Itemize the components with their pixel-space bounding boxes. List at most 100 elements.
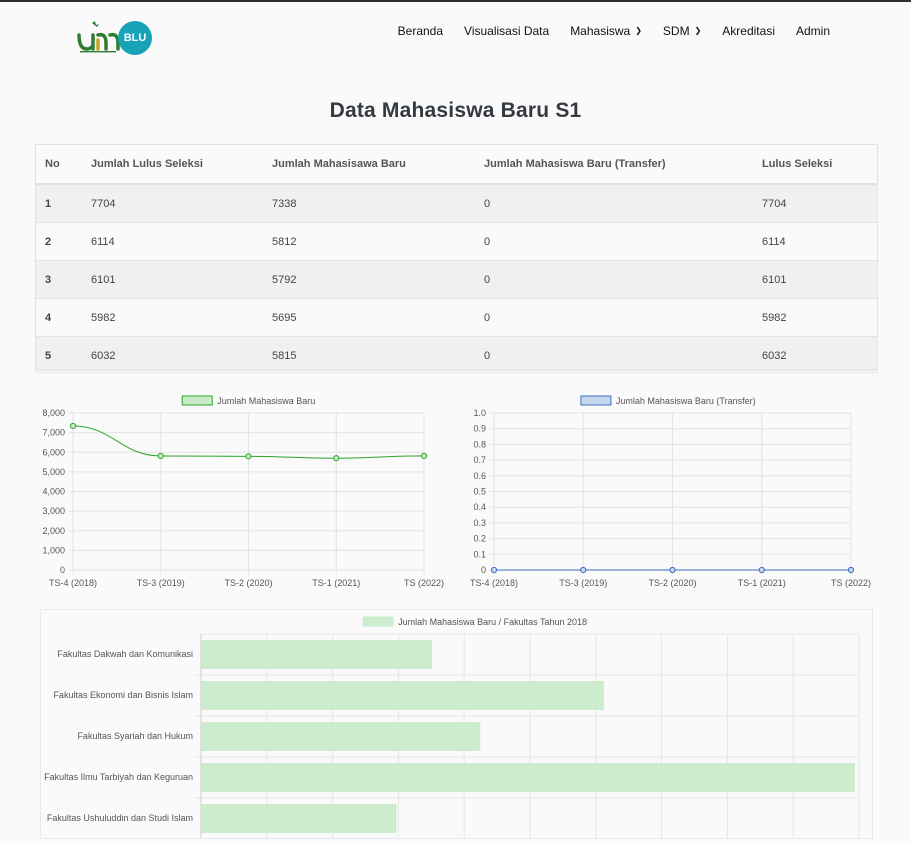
- nav-akreditasi[interactable]: Akreditasi: [722, 24, 775, 38]
- y-tick-label: 0.7: [473, 455, 486, 465]
- y-tick-label: 0.8: [473, 439, 486, 449]
- data-point: [245, 453, 252, 460]
- table-row: 3 6101 5792 0 6101: [35, 260, 878, 299]
- logo-text: BLU: [124, 32, 147, 44]
- nav-beranda-label: Beranda: [397, 24, 444, 38]
- legend-swatch: [580, 395, 612, 406]
- y-tick-label: 0.5: [473, 487, 486, 497]
- data-point: [758, 566, 765, 574]
- bar-chart-fakultas-svg: Jumlah Mahasiswa Baru / Fakultas Tahun 2…: [44, 616, 860, 840]
- table-cell: 0: [474, 183, 752, 223]
- table-cell: 0: [474, 336, 752, 374]
- col-header-no: No: [35, 144, 81, 185]
- data-point: [669, 566, 676, 574]
- table-cell: 1: [35, 183, 81, 223]
- table-cell: 5695: [262, 298, 474, 337]
- chevron-down-icon: ❯: [694, 25, 702, 35]
- y-category-label: Fakultas Ilmu Tarbiyah dan Keguruan: [44, 772, 193, 782]
- table-cell: 0: [474, 260, 752, 299]
- table-cell: 7704: [752, 183, 878, 223]
- data-point: [847, 566, 855, 574]
- table-cell: 7704: [81, 183, 262, 223]
- table-cell: 5815: [262, 336, 474, 374]
- data-table: No Jumlah Lulus Seleksi Jumlah Mahasisaw…: [35, 144, 878, 374]
- x-tick-label: TS (2022): [831, 578, 871, 588]
- line-chart-mahasiswa-baru: Jumlah Mahasiswa Baru 8,000 7,000 6,000 5,00…: [30, 390, 450, 595]
- page-title: Data Mahasiswa Baru S1: [329, 99, 582, 122]
- legend-label: Jumlah Mahasiswa Baru / Fakultas Tahun 2…: [398, 617, 587, 627]
- table-row: 1 7704 7338 0 7704: [35, 183, 878, 223]
- x-tick-label: TS (2022): [404, 578, 444, 588]
- table-cell: 6114: [81, 222, 262, 261]
- table-cell: 0: [474, 298, 752, 337]
- nav-sdm-label: SDM: [662, 24, 690, 38]
- col-header-mahasiswa-transfer: Jumlah Mahasiswa Baru (Transfer): [474, 144, 752, 185]
- bar: [201, 804, 397, 833]
- table-cell: 6114: [752, 222, 878, 261]
- y-tick-label: 0.4: [473, 502, 486, 512]
- table-cell: 6032: [81, 336, 262, 374]
- table-cell: 5792: [262, 260, 474, 299]
- nav-admin[interactable]: Admin: [796, 24, 830, 38]
- nav-mahasiswa-dropdown[interactable]: Mahasiswa ❯: [570, 24, 642, 38]
- y-category-label: Fakultas Syariah dan Hukum: [77, 731, 193, 741]
- bar: [201, 640, 432, 669]
- y-tick-label: 0.1: [473, 549, 486, 559]
- y-tick-label: 0.3: [473, 518, 486, 528]
- y-tick-label: 0.9: [473, 424, 486, 434]
- line-chart-mahasiswa-transfer: Jumlah Mahasiswa Baru (Transfer) 1.0 0.9 0.…: [455, 390, 900, 595]
- nav-visualisasi-data[interactable]: Visualisasi Data: [464, 24, 549, 38]
- table-cell: 6101: [752, 260, 878, 299]
- x-tick-label: TS-1 (2021): [738, 578, 786, 588]
- y-category-label: Fakultas Dakwah dan Komunikasi: [57, 649, 193, 659]
- table-row: 5 6032 5815 0 6032: [35, 336, 878, 374]
- main-nav: Beranda Visualisasi Data Mahasiswa ❯ SDM ❯…: [398, 24, 911, 38]
- y-tick-label: 2,000: [42, 526, 65, 536]
- table-row: 2 6114 5812 0 6114: [35, 222, 878, 261]
- y-tick-label: 7,000: [42, 428, 65, 438]
- nav-admin-label: Admin: [795, 24, 830, 38]
- y-tick-label: 8,000: [42, 408, 65, 418]
- chevron-down-icon: ❯: [635, 25, 642, 35]
- legend-label: Jumlah Mahasiswa Baru (Transfer): [616, 396, 756, 406]
- data-point: [157, 452, 164, 460]
- table-cell: 3: [35, 260, 81, 299]
- nav-beranda[interactable]: Beranda: [398, 24, 443, 38]
- x-tick-label: TS-1 (2021): [312, 578, 360, 588]
- bar: [201, 722, 481, 751]
- bar: [201, 763, 855, 792]
- line-chart-mahasiswa-baru-svg: Jumlah Mahasiswa Baru 8,000 7,000 6,000 5,00…: [42, 395, 444, 588]
- x-tick-label: TS-3 (2019): [559, 578, 607, 588]
- table-cell: 5982: [81, 298, 262, 337]
- bar: [201, 681, 604, 710]
- nav-sdm-dropdown[interactable]: SDM ❯: [663, 24, 701, 38]
- x-tick-label: TS-3 (2019): [137, 578, 185, 588]
- navbar: BLU Beranda Visualisasi Data Mahasiswa ❯ …: [0, 2, 911, 68]
- table-cell: 5982: [752, 298, 878, 337]
- table-cell: 6101: [81, 260, 262, 299]
- y-category-label: Fakultas Ushuluddin dan Studi Islam: [47, 813, 193, 823]
- legend-label: Jumlah Mahasiswa Baru: [217, 396, 315, 406]
- x-tick-label: TS-4 (2018): [49, 578, 97, 588]
- table-cell: 7338: [262, 183, 474, 223]
- uin-blu-logo[interactable]: BLU: [76, 19, 154, 57]
- y-tick-label: 0.2: [473, 534, 486, 544]
- bar-chart-panel: Jumlah Mahasiswa Baru / Fakultas Tahun 2…: [40, 609, 873, 840]
- nav-mahasiswa-label: Mahasiswa: [570, 24, 631, 38]
- window-top-border: [0, 0, 911, 2]
- nav-visualisasi-data-label: Visualisasi Data: [464, 24, 550, 38]
- col-header-mahasiswa-baru: Jumlah Mahasisawa Baru: [262, 144, 474, 185]
- x-tick-label: TS-2 (2020): [648, 578, 696, 588]
- data-point: [490, 566, 498, 574]
- y-tick-label: 0: [60, 565, 65, 575]
- y-tick-label: 0: [481, 565, 486, 575]
- y-tick-label: 1,000: [42, 545, 65, 555]
- y-tick-label: 5,000: [42, 467, 65, 477]
- nav-akreditasi-label: Akreditasi: [722, 24, 775, 38]
- col-header-lulus-seleksi-2: Lulus Seleksi: [752, 144, 878, 185]
- table-cell: 5812: [262, 222, 474, 261]
- y-tick-label: 1.0: [473, 408, 486, 418]
- y-category-label: Fakultas Ekonomi dan Bisnis Islam: [53, 690, 193, 700]
- line-chart-mahasiswa-transfer-svg: Jumlah Mahasiswa Baru (Transfer) 1.0 0.9 0.…: [470, 395, 871, 588]
- table-header-row: No Jumlah Lulus Seleksi Jumlah Mahasisaw…: [35, 144, 878, 185]
